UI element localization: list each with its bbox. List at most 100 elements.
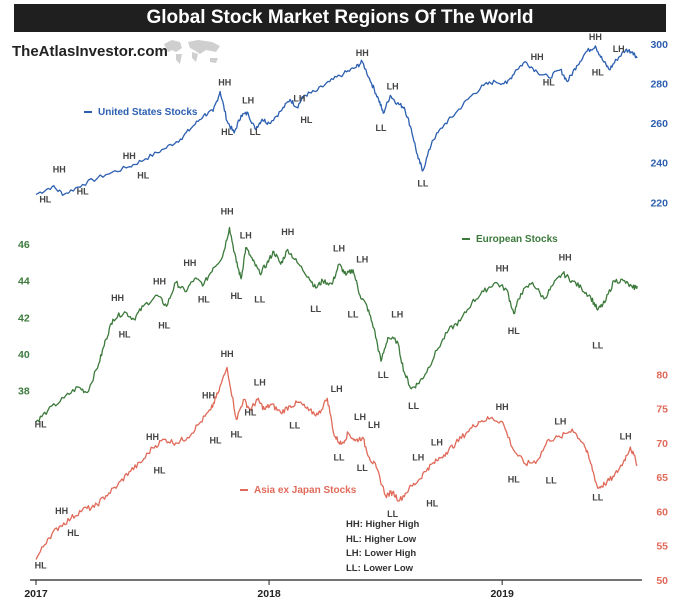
- annotation-lh: LH: [387, 81, 399, 91]
- annotation-lh: LH: [333, 243, 345, 253]
- legend-label-us: United States Stocks: [98, 107, 198, 118]
- brand-name: TheAtlasInvestor.com: [12, 43, 168, 60]
- annotation-ll: LL: [254, 295, 265, 305]
- annotation-hh: HH: [356, 48, 369, 58]
- annotation-hh: HH: [202, 390, 215, 400]
- annotation-hh: HH: [123, 151, 136, 161]
- world-map-icon: [164, 40, 220, 64]
- annotation-hl: HL: [230, 429, 242, 439]
- annotation-hl: HL: [137, 171, 149, 181]
- key-hl: HL: Higher Low: [346, 533, 417, 545]
- annotation-hh: HH: [146, 432, 159, 442]
- annotation-lh: LH: [554, 416, 566, 426]
- annotation-hh: HH: [221, 349, 234, 359]
- key-ll: LL: Lower Low: [346, 562, 414, 574]
- annotation-ll: LL: [250, 127, 261, 137]
- annotation-hl: HL: [35, 560, 47, 570]
- annotation-lh: LH: [613, 44, 625, 54]
- y-tick-label: 220: [650, 197, 668, 209]
- annotation-lh: LH: [431, 438, 443, 448]
- annotation-ll: LL: [417, 178, 428, 188]
- y-tick-label: 50: [656, 575, 668, 587]
- legend-label-europe: European Stocks: [476, 234, 558, 245]
- annotation-hl: HL: [158, 320, 170, 330]
- y-tick-label: 300: [650, 39, 668, 51]
- annotation-ll: LL: [592, 492, 603, 502]
- series-line-1: [35, 226, 638, 423]
- annotation-hl: HL: [244, 407, 256, 417]
- annotation-hl: HL: [543, 78, 555, 88]
- annotation-lh: LH: [331, 384, 343, 394]
- annotation-hh: HH: [221, 207, 234, 217]
- annotation-hl: HL: [592, 68, 604, 78]
- annotation-ll: LL: [378, 370, 389, 380]
- y-tick-label: 38: [18, 386, 30, 398]
- annotation-hl: HL: [198, 295, 210, 305]
- y-tick-label: 42: [18, 312, 30, 324]
- annotation-hl: HL: [209, 436, 221, 446]
- annotation-hh: HH: [55, 506, 68, 516]
- annotation-hh: HH: [531, 52, 544, 62]
- annotation-hl: HL: [508, 475, 520, 485]
- y-tick-label: 260: [650, 118, 668, 130]
- annotation-hh: HH: [53, 165, 66, 175]
- annotation-ll: LL: [310, 304, 321, 314]
- chart-title: Global Stock Market Regions Of The World: [14, 4, 666, 32]
- annotation-ll: LL: [546, 475, 557, 485]
- annotation-hl: HL: [35, 419, 47, 429]
- annotation-hl: HL: [154, 466, 166, 476]
- annotation-ll: LL: [334, 453, 345, 463]
- annotation-ll: LL: [375, 123, 386, 133]
- annotation-ll: LL: [289, 420, 300, 430]
- annotation-lh: LH: [254, 377, 266, 387]
- y-tick-label: 46: [18, 239, 30, 251]
- annotation-lh: LH: [293, 93, 305, 103]
- annotation-ll: LL: [387, 509, 398, 519]
- annotation-hl: HL: [67, 528, 79, 538]
- x-tick-label: 2017: [24, 588, 48, 600]
- annotation-lh: LH: [391, 309, 403, 319]
- annotation-hh: HH: [589, 32, 602, 42]
- series-line-2: [35, 366, 638, 560]
- y-tick-label: 280: [650, 79, 668, 91]
- key-lh: LH: Lower High: [346, 548, 417, 559]
- annotation-hl: HL: [221, 127, 233, 137]
- annotation-ll: LL: [408, 401, 419, 411]
- annotation-hh: HH: [496, 264, 509, 274]
- key-hh: HH: Higher High: [346, 519, 420, 530]
- y-tick-label: 65: [656, 472, 668, 484]
- y-tick-label: 75: [656, 404, 668, 416]
- annotation-hl: HL: [77, 186, 89, 196]
- annotation-ll: LL: [592, 341, 603, 351]
- annotation-hl: HL: [426, 499, 438, 509]
- annotation-lh: LH: [354, 412, 366, 422]
- annotation-hh: HH: [281, 227, 294, 237]
- annotation-hh: HH: [153, 276, 166, 286]
- annotation-lh: LH: [620, 431, 632, 441]
- y-tick-label: 80: [656, 369, 668, 381]
- annotation-hl: HL: [119, 330, 131, 340]
- annotation-hh: HH: [218, 78, 231, 88]
- annotation-lh: LH: [412, 453, 424, 463]
- annotation-ll: LL: [347, 309, 358, 319]
- annotation-lh: LH: [242, 95, 254, 105]
- y-tick-label: 40: [18, 349, 30, 361]
- y-tick-label: 240: [650, 158, 668, 170]
- annotation-hh: HH: [559, 253, 572, 263]
- legend-label-asia: Asia ex Japan Stocks: [254, 485, 357, 496]
- annotation-lh: LH: [356, 254, 368, 264]
- annotation-hh: HH: [111, 293, 124, 303]
- annotation-ll: LL: [357, 463, 368, 473]
- annotation-hl: HL: [39, 194, 51, 204]
- annotation-hl: HL: [508, 326, 520, 336]
- y-tick-label: 60: [656, 506, 668, 518]
- annotation-hh: HH: [183, 258, 196, 268]
- y-tick-label: 70: [656, 438, 668, 450]
- annotation-hl: HL: [230, 291, 242, 301]
- annotation-lh: LH: [240, 231, 252, 241]
- x-tick-label: 2019: [490, 588, 514, 600]
- annotation-hh: HH: [496, 402, 509, 412]
- y-tick-label: 44: [18, 276, 30, 288]
- series-line-0: [35, 45, 638, 196]
